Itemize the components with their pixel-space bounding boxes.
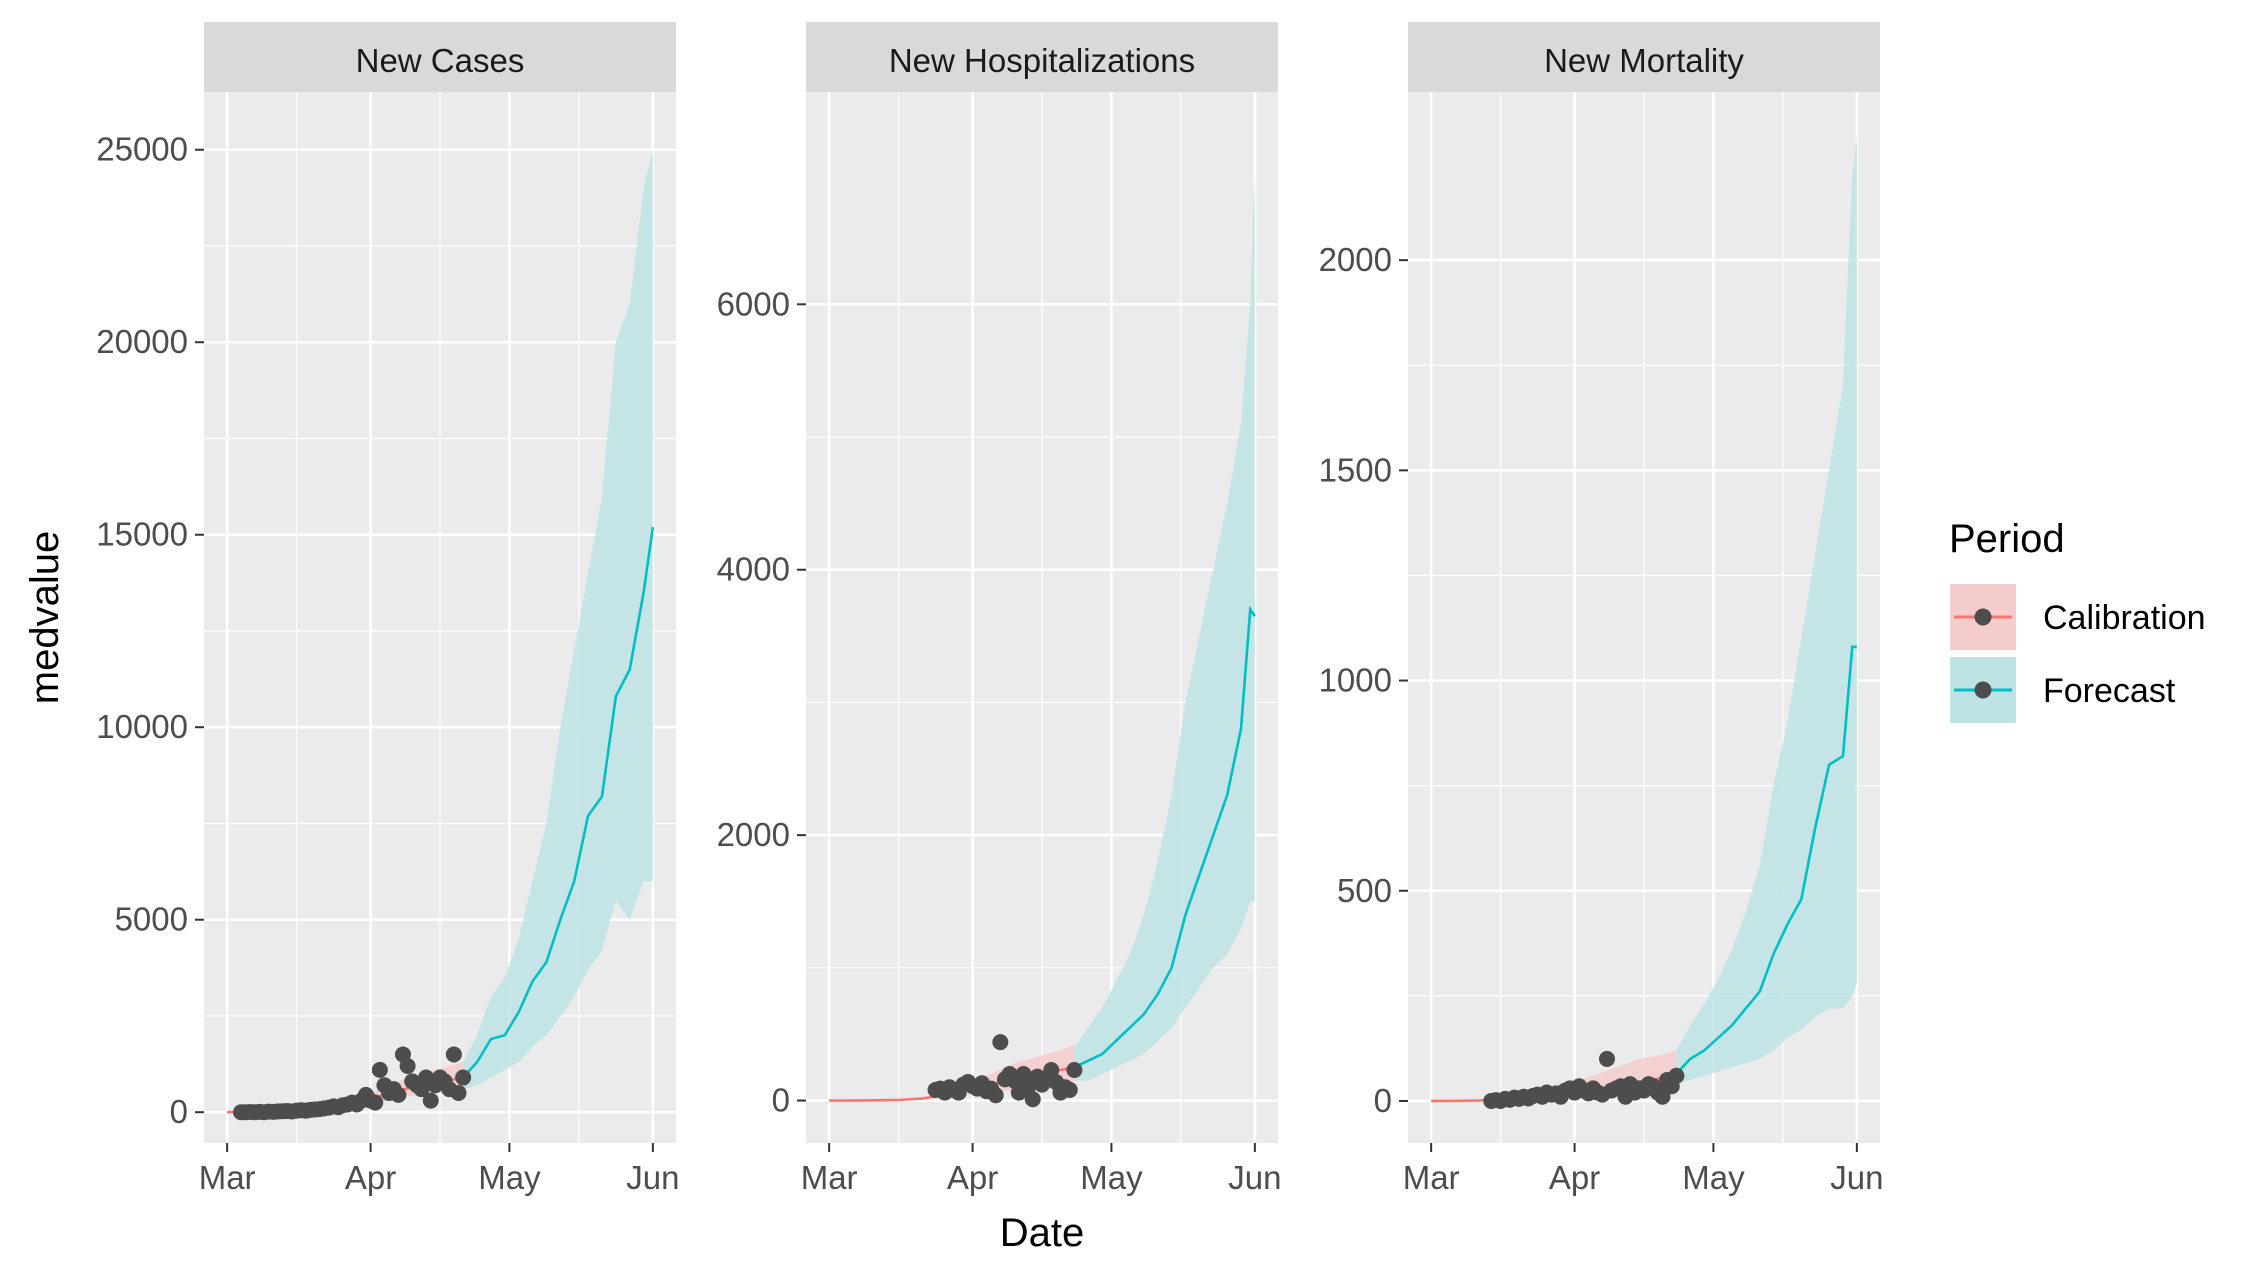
x-tick-label: Jun	[1830, 1159, 1883, 1196]
y-tick-label: 20000	[96, 323, 188, 360]
observed-point	[367, 1094, 384, 1111]
x-tick-label: May	[1080, 1159, 1143, 1196]
legend-key-point	[1974, 681, 1992, 699]
x-tick-label: Jun	[1228, 1159, 1281, 1196]
observed-point	[1598, 1050, 1615, 1067]
y-tick-label: 4000	[717, 551, 790, 588]
observed-point	[1061, 1081, 1078, 1098]
legend-title: Period	[1949, 517, 2065, 561]
y-tick-label: 10000	[96, 708, 188, 745]
y-axis-title: medvalue	[23, 531, 67, 704]
panel-title: New Hospitalizations	[889, 42, 1195, 79]
y-tick-label: 0	[170, 1093, 188, 1130]
forecast-line	[462, 526, 655, 1079]
observed-point	[1654, 1088, 1671, 1105]
panel-0: New Cases 0 5000 10000 15000 20000 25000 Mar Apr…	[96, 22, 679, 1196]
panel-strip	[1408, 22, 1880, 92]
observed-point	[1668, 1067, 1685, 1084]
observed-point	[1066, 1062, 1083, 1079]
y-tick-label: 500	[1337, 872, 1392, 909]
x-tick-label: Jun	[626, 1159, 679, 1196]
y-tick-label: 25000	[96, 131, 188, 168]
forecast-band	[1074, 171, 1255, 1081]
observed-point	[422, 1092, 439, 1109]
x-tick-label: Apr	[947, 1159, 998, 1196]
x-tick-label: May	[1682, 1159, 1745, 1196]
observed-point	[371, 1061, 388, 1078]
y-tick-label: 2000	[717, 816, 790, 853]
observed-point	[992, 1034, 1009, 1051]
forecast-band	[463, 149, 653, 1090]
y-tick-label: 15000	[96, 516, 188, 553]
observed-point	[445, 1046, 462, 1063]
forecast-line	[1073, 605, 1256, 1069]
legend: Period Calibration Forecast	[1949, 517, 2206, 723]
x-tick-label: Mar	[1403, 1159, 1460, 1196]
legend-label: Calibration	[2043, 599, 2206, 637]
panel-strip	[204, 22, 676, 92]
y-tick-label: 0	[772, 1082, 790, 1119]
observed-point	[390, 1086, 407, 1103]
observed-point	[987, 1087, 1004, 1104]
x-tick-label: Apr	[345, 1159, 396, 1196]
forecast-line	[1675, 645, 1857, 1075]
x-tick-label: Mar	[801, 1159, 858, 1196]
x-tick-label: Mar	[199, 1159, 256, 1196]
panel-title: New Mortality	[1544, 42, 1744, 79]
y-tick-label: 2000	[1319, 241, 1392, 278]
y-tick-label: 6000	[717, 285, 790, 322]
observed-point	[450, 1084, 467, 1101]
panel-strip	[806, 22, 1278, 92]
observed-point	[1024, 1091, 1041, 1108]
x-tick-label: May	[478, 1159, 541, 1196]
panel-title: New Cases	[356, 42, 525, 79]
legend-label: Forecast	[2043, 672, 2176, 710]
observed-point	[399, 1058, 416, 1075]
y-tick-label: 1000	[1319, 662, 1392, 699]
observed-point	[1015, 1065, 1032, 1082]
x-tick-label: Apr	[1549, 1159, 1600, 1196]
y-tick-label: 0	[1374, 1082, 1392, 1119]
x-axis-title: Date	[1000, 1211, 1085, 1255]
panel-1: New Hospitalizations 0 2000 4000 6000 Mar Apr M…	[717, 22, 1281, 1196]
legend-key-point	[1974, 608, 1992, 626]
y-tick-label: 1500	[1319, 451, 1392, 488]
observed-point	[455, 1069, 472, 1086]
panel-2: New Mortality 0 500 1000 1500 2000 Mar Apr May Ju…	[1319, 22, 1883, 1196]
y-tick-label: 5000	[115, 901, 188, 938]
